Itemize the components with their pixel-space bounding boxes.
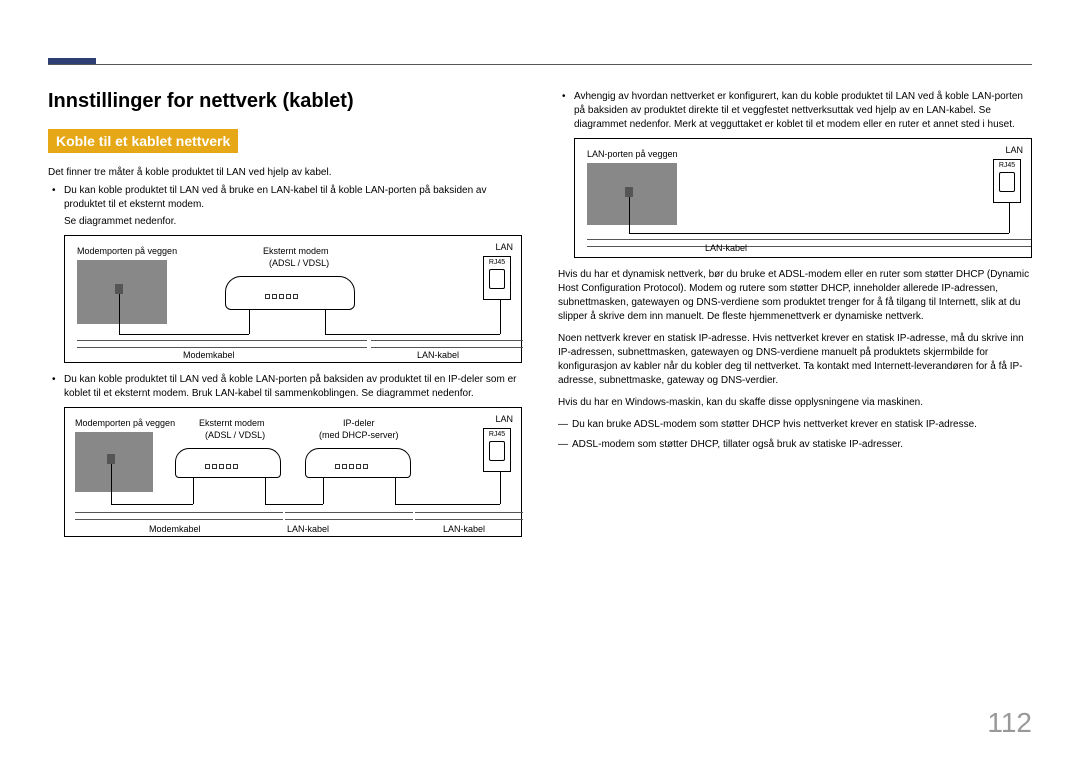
diagram-3: LAN-porten på veggen LAN RJ45 LAN-kabel bbox=[574, 138, 1032, 258]
d2-dash2 bbox=[285, 512, 413, 520]
d1-rj45-label: RJ45 bbox=[489, 259, 505, 266]
d3-lan-top: LAN bbox=[1005, 145, 1023, 155]
d2-modem-label2: (ADSL / VDSL) bbox=[205, 430, 265, 440]
d2-cable-v4 bbox=[323, 478, 324, 504]
d2-cable-v5 bbox=[395, 478, 396, 504]
d2-lan-cable2: LAN-kabel bbox=[443, 524, 485, 534]
d1-lan-top: LAN bbox=[495, 242, 513, 252]
d2-dash3 bbox=[415, 512, 523, 520]
d3-rj45: RJ45 bbox=[993, 159, 1021, 203]
d3-cable-v2 bbox=[1009, 203, 1010, 233]
right-column: Avhengig av hvordan nettverket er konfig… bbox=[558, 90, 1032, 547]
d2-router bbox=[305, 448, 411, 478]
d1-dash2 bbox=[371, 340, 523, 348]
bullet-list-1: Du kan koble produktet til LAN ved å bru… bbox=[48, 184, 522, 229]
bullet-3-text: Avhengig av hvordan nettverket er konfig… bbox=[574, 91, 1023, 130]
d1-lan-cable: LAN-kabel bbox=[417, 350, 459, 360]
d2-cable-v2 bbox=[193, 478, 194, 504]
left-column: Innstillinger for nettverk (kablet) Kobl… bbox=[48, 90, 522, 547]
d1-cable-h2 bbox=[325, 334, 500, 335]
d2-modem-label1: Eksternt modem bbox=[199, 418, 265, 428]
d1-modem-label2: (ADSL / VDSL) bbox=[269, 258, 329, 268]
d2-dash1 bbox=[75, 512, 283, 520]
d2-cable-v6 bbox=[500, 472, 501, 504]
d1-modem-label1: Eksternt modem bbox=[263, 246, 329, 256]
d3-cable-h1 bbox=[629, 233, 1009, 234]
d2-rj45: RJ45 bbox=[483, 428, 511, 472]
bullet-2-text: Du kan koble produktet til LAN ved å kob… bbox=[64, 374, 516, 399]
note-list: Du kan bruke ADSL-modem som støtter DHCP… bbox=[558, 418, 1032, 452]
bullet-item-3: Avhengig av hvordan nettverket er konfig… bbox=[574, 90, 1032, 132]
d1-modem bbox=[225, 276, 355, 310]
bullet-list-2: Du kan koble produktet til LAN ved å kob… bbox=[48, 373, 522, 401]
bullet-item-1: Du kan koble produktet til LAN ved å bru… bbox=[64, 184, 522, 229]
d1-cable-v2 bbox=[249, 310, 250, 334]
page-number: 112 bbox=[987, 707, 1032, 739]
note-1: Du kan bruke ADSL-modem som støtter DHCP… bbox=[572, 418, 1032, 432]
d3-cable-v1 bbox=[629, 197, 630, 233]
d2-ip-label2: (med DHCP-server) bbox=[319, 430, 399, 440]
d2-lan-cable1: LAN-kabel bbox=[287, 524, 329, 534]
d2-cable-h2 bbox=[265, 504, 323, 505]
d2-cable-v3 bbox=[265, 478, 266, 504]
para-dhcp: Hvis du har et dynamisk nettverk, bør du… bbox=[558, 268, 1032, 324]
d1-wall-label: Modemporten på veggen bbox=[77, 246, 177, 256]
section-subheading: Koble til et kablet nettverk bbox=[48, 129, 238, 153]
d2-modem-cable: Modemkabel bbox=[149, 524, 201, 534]
diagram-1: Modemporten på veggen Eksternt modem (AD… bbox=[64, 235, 522, 363]
intro-text: Det finner tre måter å koble produktet t… bbox=[48, 167, 522, 178]
d1-cable-h1 bbox=[119, 334, 249, 335]
para-windows: Hvis du har en Windows-maskin, kan du sk… bbox=[558, 396, 1032, 410]
d2-rj45-label: RJ45 bbox=[489, 431, 505, 438]
d3-lan-cable: LAN-kabel bbox=[705, 243, 747, 253]
diagram-2: Modemporten på veggen Eksternt modem (AD… bbox=[64, 407, 522, 537]
d1-cable-v4 bbox=[500, 300, 501, 334]
d3-wall-label: LAN-porten på veggen bbox=[587, 149, 678, 159]
page-title: Innstillinger for nettverk (kablet) bbox=[48, 90, 522, 113]
d1-modem-ports bbox=[265, 294, 298, 299]
d3-dash1 bbox=[587, 239, 1031, 247]
d1-modem-cable: Modemkabel bbox=[183, 350, 235, 360]
d2-cable-h1 bbox=[111, 504, 193, 505]
d1-cable-v1 bbox=[119, 294, 120, 334]
d2-router-ports bbox=[335, 464, 368, 469]
d1-dash1 bbox=[77, 340, 367, 348]
two-column-layout: Innstillinger for nettverk (kablet) Kobl… bbox=[48, 90, 1032, 547]
d1-rj45: RJ45 bbox=[483, 256, 511, 300]
bullet-list-3: Avhengig av hvordan nettverket er konfig… bbox=[558, 90, 1032, 132]
d3-rj45-label: RJ45 bbox=[999, 162, 1015, 169]
d2-wall-plug bbox=[107, 454, 115, 464]
d3-wall-plug bbox=[625, 187, 633, 197]
bullet-1-sub: Se diagrammet nedenfor. bbox=[64, 215, 522, 229]
d2-modem bbox=[175, 448, 281, 478]
d2-cable-v1 bbox=[111, 464, 112, 504]
d2-lan-top: LAN bbox=[495, 414, 513, 424]
d2-wall-label: Modemporten på veggen bbox=[75, 418, 175, 428]
header-rule bbox=[48, 64, 1032, 65]
d1-cable-v3 bbox=[325, 310, 326, 334]
bullet-item-2: Du kan koble produktet til LAN ved å kob… bbox=[64, 373, 522, 401]
d1-wall-plug bbox=[115, 284, 123, 294]
para-static: Noen nettverk krever en statisk IP-adres… bbox=[558, 332, 1032, 388]
bullet-1-text: Du kan koble produktet til LAN ved å bru… bbox=[64, 185, 486, 210]
note-2: ADSL-modem som støtter DHCP, tillater og… bbox=[572, 438, 1032, 452]
d2-ip-label1: IP-deler bbox=[343, 418, 375, 428]
d2-cable-h3 bbox=[395, 504, 500, 505]
d2-modem-ports bbox=[205, 464, 238, 469]
